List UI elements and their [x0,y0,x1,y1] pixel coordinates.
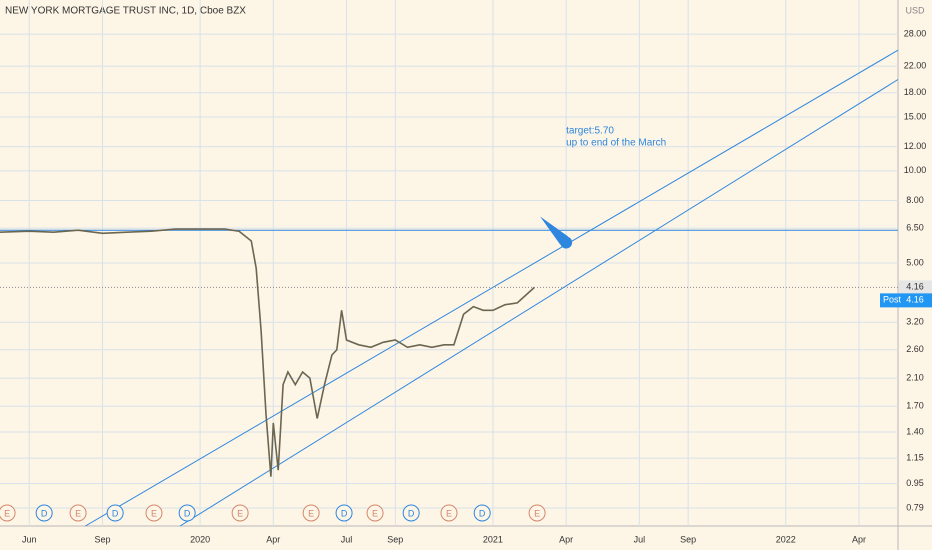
event-label: D [184,508,191,518]
event-marker [302,504,320,522]
event-label: E [75,508,81,518]
event-marker [0,504,16,522]
y-tick-label: 15.00 [904,111,927,121]
event-label: D [41,508,48,518]
y-tick-label: 12.00 [904,141,927,151]
trend-line [179,79,899,527]
target-point [560,236,573,249]
annotation-arrow [540,216,569,245]
event-marker [35,504,53,522]
event-label: E [4,508,10,518]
y-tick-label: 2.60 [906,344,924,354]
y-tick-label: 1.40 [906,426,924,436]
event-marker [528,504,546,522]
event-label: D [341,508,348,518]
currency-label: USD [905,5,925,15]
x-tick-label: 2022 [776,534,796,544]
event-label: E [308,508,314,518]
event-marker [69,504,87,522]
y-tick-label: 1.15 [906,453,924,463]
x-tick-label: Jul [341,534,353,544]
y-tick-label: 18.00 [904,87,927,97]
post-price-label: 4.16 [906,295,924,305]
price-line [0,228,535,477]
event-marker [231,504,249,522]
y-tick-label: 5.00 [906,257,924,267]
event-label: E [534,508,540,518]
x-tick-label: 2021 [483,534,503,544]
post-box [880,293,932,308]
event-marker [440,504,458,522]
y-tick-label: 28.00 [904,28,927,38]
event-marker [106,504,124,522]
y-tick-label: 1.70 [906,401,924,411]
x-tick-label: Apr [266,534,280,544]
x-tick-label: Apr [559,534,573,544]
x-tick-label: 2020 [190,534,210,544]
x-tick-label: Sep [680,534,696,544]
x-tick-label: Jun [22,534,37,544]
x-tick-label: Jul [634,534,646,544]
event-marker [178,504,196,522]
y-tick-label: 0.79 [906,502,924,512]
annotation-text: target:5.70 [566,126,614,137]
event-marker [145,504,163,522]
event-label: E [151,508,157,518]
y-tick-label: 10.00 [904,165,927,175]
x-tick-label: Sep [94,534,110,544]
y-tick-label: 22.00 [904,61,927,71]
chart-title: NEW YORK MORTGAGE TRUST INC, 1D, Cboe BZ… [5,6,246,17]
y-tick-label: 8.00 [906,195,924,205]
x-tick-label: Apr [852,534,866,544]
event-marker [335,504,353,522]
event-label: E [372,508,378,518]
event-label: E [446,508,452,518]
y-tick-label: 6.50 [906,222,924,232]
event-marker [473,504,491,522]
post-label: Post [883,295,902,305]
annotation-text: up to end of the March [566,138,666,149]
y-tick-label: 0.95 [906,478,924,488]
y-tick-label: 3.20 [906,317,924,327]
event-label: D [408,508,415,518]
y-tick-label: 2.10 [906,373,924,383]
event-marker [366,504,384,522]
event-marker [402,504,420,522]
event-label: D [479,508,486,518]
event-label: D [112,508,119,518]
trend-line [85,49,899,527]
last-price-box [899,280,932,295]
last-price-label: 4.16 [906,282,924,292]
event-label: E [237,508,243,518]
x-tick-label: Sep [387,534,403,544]
